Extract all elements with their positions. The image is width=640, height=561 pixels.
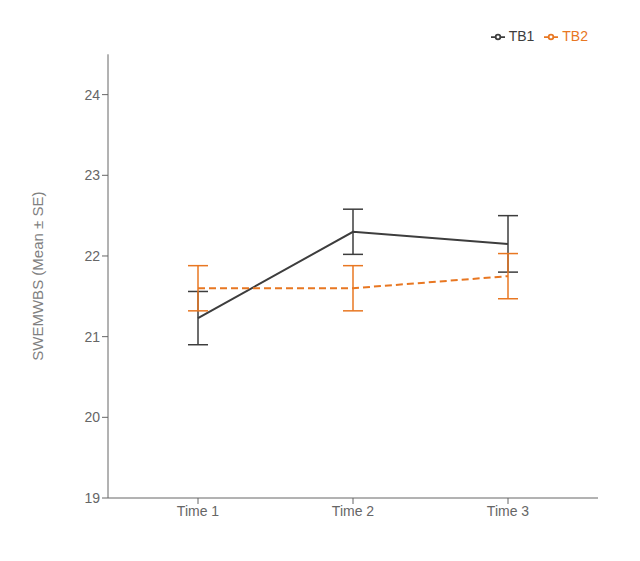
svg-text:SWEMWBS (Mean ± SE): SWEMWBS (Mean ± SE): [29, 192, 46, 361]
html-text:TB2: TB2: [562, 28, 588, 44]
svg-text:24: 24: [84, 87, 100, 103]
svg-text:Time 2: Time 2: [332, 503, 374, 519]
svg-text:Time 1: Time 1: [177, 503, 219, 519]
html-text:TB1: TB1: [508, 28, 535, 44]
svg-text:22: 22: [84, 248, 100, 264]
svg-text:19: 19: [84, 490, 100, 506]
svg-text:Time 3: Time 3: [487, 503, 529, 519]
svg-text:21: 21: [84, 329, 100, 345]
svg-text:23: 23: [84, 167, 100, 183]
svg-text:20: 20: [84, 409, 100, 425]
